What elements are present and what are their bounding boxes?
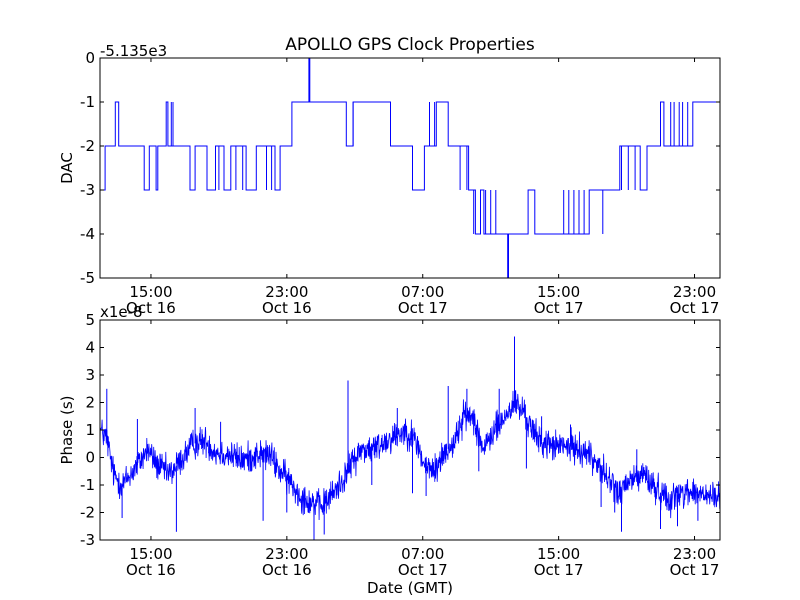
x-tick-label-time: 15:00 — [537, 283, 580, 301]
x-tick-label-date: Oct 16 — [262, 299, 312, 317]
phase-series-line — [100, 390, 720, 521]
y-tick-label: 5 — [85, 311, 95, 329]
y-tick-label: 2 — [85, 394, 95, 412]
x-tick-label-date: Oct 17 — [534, 561, 584, 579]
phase-panel: x1e-8 Phase (s) Date (GMT) 5 4 3 2 1 0 -1 -2 -3 1… — [58, 303, 721, 597]
y-tick-label: 1 — [85, 421, 95, 439]
chart-title: APOLLO GPS Clock Properties — [285, 35, 535, 55]
axes-frame — [99, 57, 721, 279]
y-tick-label: 3 — [85, 366, 95, 384]
x-tick-label-date: Oct 17 — [670, 299, 720, 317]
x-tick-label-date: Oct 16 — [126, 299, 176, 317]
x-tick-label-time: 15:00 — [129, 283, 172, 301]
x-tick-label-date: Oct 16 — [262, 561, 312, 579]
x-tick-label-date: Oct 17 — [534, 299, 584, 317]
y-tick-label: -1 — [80, 93, 95, 111]
x-tick-label-time: 07:00 — [401, 283, 444, 301]
y-tick-label: 4 — [85, 339, 95, 357]
y-tick-label: -1 — [80, 476, 95, 494]
phase-ylabel: Phase (s) — [58, 395, 76, 464]
dac-offset-label: -5.135e3 — [100, 42, 167, 60]
x-tick-label-date: Oct 17 — [670, 561, 720, 579]
series-line-group — [100, 58, 720, 278]
x-tick-label-time: 23:00 — [673, 545, 716, 563]
series-line-group — [100, 336, 720, 540]
x-tick-label-time: 23:00 — [265, 545, 308, 563]
y-tick-label: -2 — [80, 137, 95, 155]
x-tick-label-date: Oct 17 — [398, 561, 448, 579]
y-tick-label: 0 — [85, 49, 95, 67]
x-tick-label-time: 23:00 — [673, 283, 716, 301]
x-tick-label-date: Oct 17 — [398, 299, 448, 317]
y-tick-label: -2 — [80, 504, 95, 522]
x-tick-label-time: 15:00 — [129, 545, 172, 563]
x-tick-label-date: Oct 16 — [126, 561, 176, 579]
dac-ylabel: DAC — [58, 152, 76, 184]
x-tick-label-time: 23:00 — [265, 283, 308, 301]
x-tick-label-time: 15:00 — [537, 545, 580, 563]
dac-series-line — [100, 58, 720, 278]
x-tick-label-time: 07:00 — [401, 545, 444, 563]
y-tick-label: 0 — [85, 449, 95, 467]
y-tick-label: -3 — [80, 181, 95, 199]
y-tick-label: -4 — [80, 225, 95, 243]
phase-xlabel: Date (GMT) — [367, 579, 453, 597]
y-tick-label: -5 — [80, 269, 95, 287]
y-tick-label: -3 — [80, 531, 95, 549]
phase-offset-label: x1e-8 — [100, 303, 143, 321]
